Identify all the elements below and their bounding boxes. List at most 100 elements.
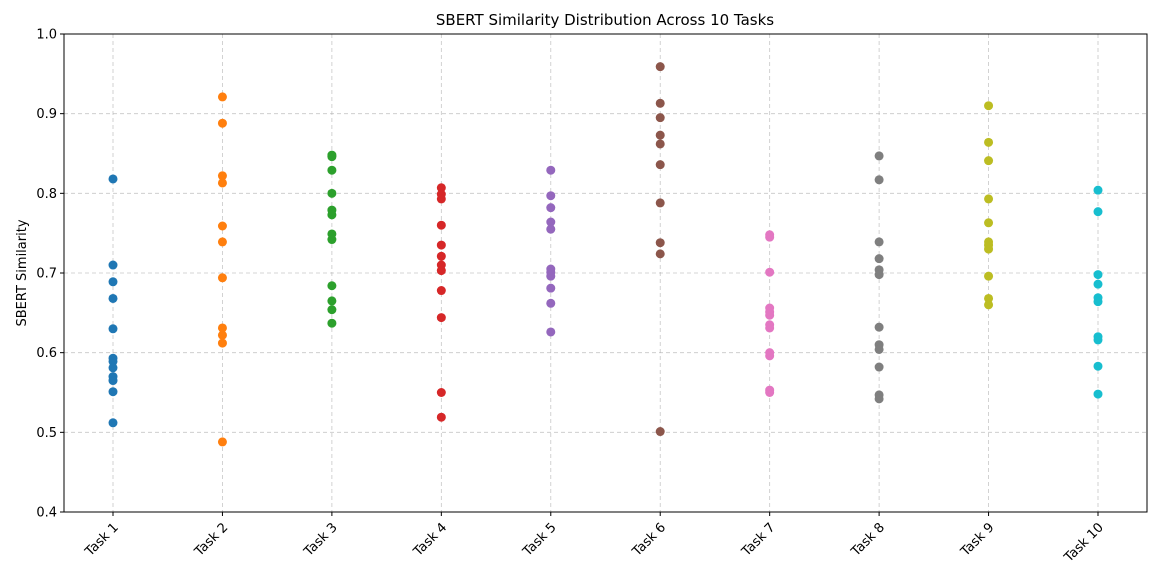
point: [546, 224, 556, 234]
point: [108, 324, 118, 334]
x-tick-label: Task 6: [629, 520, 669, 560]
point: [546, 298, 556, 308]
point: [984, 194, 994, 204]
point: [327, 152, 337, 162]
point: [217, 273, 227, 283]
plot-frame: [63, 33, 1148, 513]
point: [108, 376, 118, 386]
point: [546, 283, 556, 293]
x-tick-label: Task 4: [410, 520, 450, 560]
x-tick-label: Task 9: [957, 520, 997, 560]
x-tick-label: Task 5: [520, 520, 560, 560]
point: [108, 387, 118, 397]
point: [1093, 185, 1103, 195]
point: [436, 183, 446, 193]
point: [436, 266, 446, 276]
point: [327, 235, 337, 245]
point: [436, 286, 446, 296]
y-tick-label: 0.5: [36, 426, 57, 441]
point: [984, 271, 994, 281]
point: [874, 237, 884, 247]
point: [217, 330, 227, 340]
point: [1093, 279, 1103, 289]
point: [546, 165, 556, 175]
point: [655, 139, 665, 149]
point: [327, 318, 337, 328]
point: [765, 232, 775, 242]
point: [655, 427, 665, 437]
point: [655, 130, 665, 140]
point: [327, 305, 337, 315]
point: [655, 249, 665, 259]
point: [217, 92, 227, 102]
y-tick-label: 1.0: [36, 28, 57, 43]
point: [984, 137, 994, 147]
point: [546, 271, 556, 281]
point: [765, 388, 775, 397]
point: [1093, 207, 1103, 217]
point: [874, 254, 884, 264]
point: [984, 101, 994, 111]
point: [765, 351, 775, 361]
point: [217, 437, 227, 447]
point: [217, 338, 227, 348]
point: [108, 418, 118, 428]
point: [327, 281, 337, 291]
x-tick-label: Task 1: [82, 520, 122, 560]
point: [984, 218, 994, 228]
point: [874, 344, 884, 354]
x-tick-label: Task 7: [739, 520, 779, 560]
point: [655, 198, 665, 208]
point: [1093, 389, 1103, 399]
point: [546, 203, 556, 213]
point: [874, 175, 884, 185]
point: [327, 188, 337, 198]
point: [546, 327, 556, 337]
chart-title: SBERT Similarity Distribution Across 10 …: [436, 11, 774, 29]
point: [984, 300, 994, 310]
point: [765, 310, 775, 320]
point: [874, 394, 884, 404]
point: [655, 160, 665, 170]
point: [1093, 335, 1103, 345]
point: [327, 210, 337, 220]
point: [546, 217, 556, 227]
point: [546, 191, 556, 201]
point: [217, 237, 227, 247]
point: [108, 174, 118, 184]
point: [108, 363, 118, 373]
point: [874, 362, 884, 372]
point: [108, 277, 118, 287]
point: [217, 221, 227, 231]
point: [1093, 361, 1103, 371]
point: [436, 313, 446, 323]
point: [984, 293, 994, 303]
point: [217, 178, 227, 188]
point: [108, 260, 118, 270]
point: [436, 388, 446, 397]
point: [108, 293, 118, 303]
point: [765, 323, 775, 333]
point: [436, 220, 446, 230]
point: [217, 118, 227, 128]
point: [327, 165, 337, 175]
point: [217, 323, 227, 333]
y-axis-label: SBERT Similarity: [15, 219, 30, 326]
y-tick-label: 0.4: [36, 506, 57, 521]
point: [436, 251, 446, 261]
point: [655, 113, 665, 123]
point: [874, 151, 884, 161]
y-tick-label: 0.8: [36, 187, 57, 202]
point: [108, 356, 118, 366]
point: [655, 238, 665, 248]
point: [217, 171, 227, 181]
y-tick-label: 0.9: [36, 107, 57, 122]
point: [436, 412, 446, 422]
x-tick-label: Task 8: [848, 520, 888, 560]
x-tick-label: Task 3: [301, 520, 341, 560]
point: [1093, 297, 1103, 307]
y-tick-label: 0.7: [36, 267, 57, 282]
x-tick-label: Task 10: [1061, 520, 1107, 566]
point: [874, 322, 884, 332]
y-tick-label: 0.6: [36, 346, 57, 361]
